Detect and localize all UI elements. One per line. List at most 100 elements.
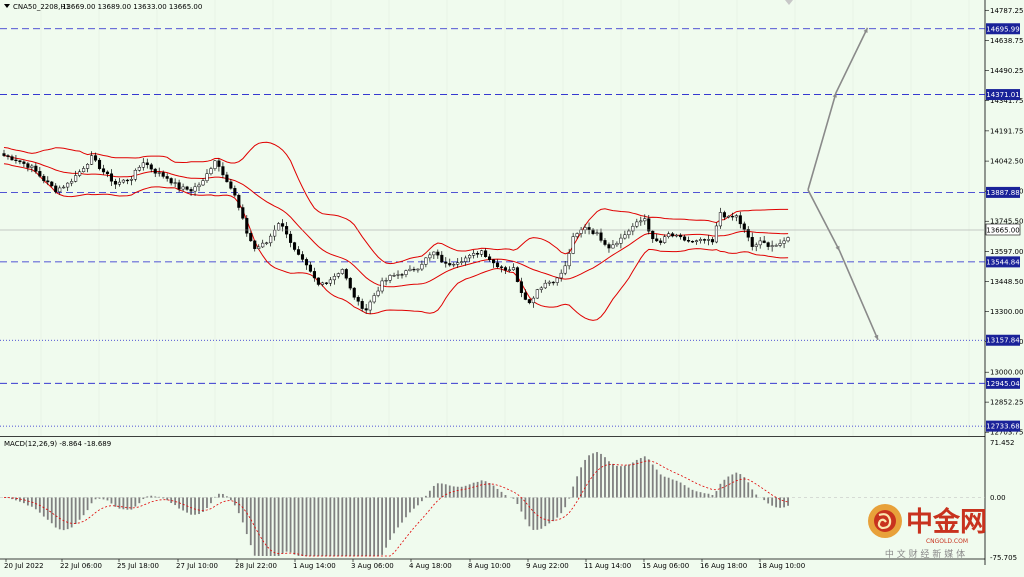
cngold-slogan: 中 文 财 经 新 媒 体 — [885, 548, 965, 560]
level-label-box — [986, 89, 1020, 101]
level-label-box — [986, 420, 1020, 432]
last-price-value: 13665.00 — [986, 227, 1019, 235]
candle-body — [18, 160, 22, 163]
candle-body — [50, 181, 54, 187]
candle-body — [643, 218, 647, 222]
candle-body — [663, 236, 667, 243]
candle-body — [675, 234, 679, 237]
candle-body — [503, 267, 508, 271]
candle-body — [555, 277, 559, 283]
candle-body — [221, 166, 225, 176]
candle-body — [400, 274, 404, 276]
candle-body — [145, 162, 149, 166]
time-tick-label: 16 Aug 18:00 — [700, 562, 747, 570]
candle-body — [575, 233, 579, 237]
candle-body — [308, 264, 313, 272]
level-label: 14371.01 — [986, 91, 1019, 99]
candle-body — [42, 175, 46, 182]
candle-body — [165, 176, 169, 179]
candle-body — [392, 275, 396, 277]
candle-body — [762, 240, 766, 243]
time-tick-label: 15 Aug 06:00 — [642, 562, 689, 570]
candle-body — [714, 225, 718, 243]
macd-tick-min: -75.705 — [990, 554, 1017, 562]
candle-body — [468, 255, 472, 259]
top-shift-marker-icon[interactable] — [785, 0, 793, 5]
time-tick-label: 27 Jul 10:00 — [176, 562, 218, 570]
candle-body — [66, 182, 70, 188]
candle-body — [225, 174, 229, 183]
cngold-logo-swirl — [877, 513, 892, 530]
candle-body — [90, 155, 94, 165]
candle-body — [109, 173, 114, 182]
candle-body — [726, 215, 730, 218]
candle-body — [543, 282, 547, 289]
candle-body — [86, 164, 90, 169]
candle-body — [93, 155, 98, 161]
arrowhead-icon — [863, 27, 868, 33]
candle-body — [245, 218, 249, 234]
candle-body — [253, 240, 257, 249]
candle-body — [197, 184, 201, 188]
cngold-domain: CNGOLD.COM — [926, 538, 968, 545]
candle-body — [611, 244, 615, 249]
candle-body — [683, 236, 687, 241]
candle-body — [444, 261, 448, 264]
price-tick-label: 14638.75 — [990, 37, 1023, 45]
candle-body — [647, 218, 651, 232]
candle-body — [70, 181, 74, 184]
last-price-box — [985, 223, 1021, 236]
candle-body — [193, 186, 197, 192]
candle-body — [332, 276, 336, 281]
candle-body — [623, 234, 627, 239]
candle-body — [181, 186, 185, 190]
candle-body — [531, 297, 535, 304]
candle-body — [281, 223, 285, 227]
candle-body — [82, 168, 86, 173]
candle-body — [491, 259, 496, 264]
candle-body — [201, 180, 205, 186]
candle-body — [205, 173, 209, 181]
candle-body — [380, 280, 384, 292]
candle-body — [591, 229, 595, 234]
candle-body — [698, 239, 703, 241]
candle-body — [237, 194, 241, 208]
price-tick-label: 13745.50 — [990, 218, 1023, 226]
candle-body — [615, 243, 619, 246]
candle-body — [292, 242, 297, 250]
candle-body — [376, 290, 380, 296]
symbol-title: CNA50_2208,H1 — [13, 3, 70, 11]
bollinger-lower-band — [3, 163, 789, 321]
candle-body — [261, 242, 265, 248]
level-label: 12945.04 — [986, 380, 1020, 388]
candle-body — [105, 171, 110, 174]
candle-body — [177, 182, 181, 190]
candle-body — [595, 232, 599, 234]
candle-body — [408, 268, 412, 271]
candle-body — [213, 160, 217, 169]
candle-body — [416, 268, 420, 271]
level-label: 13887.88 — [986, 189, 1019, 197]
candle-body — [233, 188, 237, 196]
cngold-watermark: 中金网 CNGOLD.COM 中 文 财 经 新 媒 体 — [868, 504, 987, 560]
collapse-arrow-icon[interactable] — [4, 4, 10, 8]
level-label-box — [986, 256, 1020, 268]
candle-body — [101, 168, 106, 173]
candle-body — [456, 262, 460, 265]
macd-tick-max: 71.452 — [990, 439, 1015, 447]
price-tick-label: 14341.75 — [990, 97, 1023, 105]
candle-body — [619, 237, 623, 244]
candle-body — [639, 220, 643, 223]
candle-body — [488, 256, 492, 261]
time-tick-label: 9 Aug 22:00 — [526, 562, 569, 570]
candle-body — [559, 272, 563, 279]
candle-body — [340, 269, 344, 274]
level-label: 13544.84 — [986, 258, 1020, 266]
candle-body — [277, 223, 281, 231]
candle-body — [74, 175, 78, 182]
price-tick-label: 14191.75 — [990, 127, 1023, 135]
candle-body — [265, 242, 269, 244]
macd-axis: 71.452 0.00 -75.705 — [990, 439, 1017, 562]
time-tick-label: 3 Aug 06:00 — [351, 562, 394, 570]
